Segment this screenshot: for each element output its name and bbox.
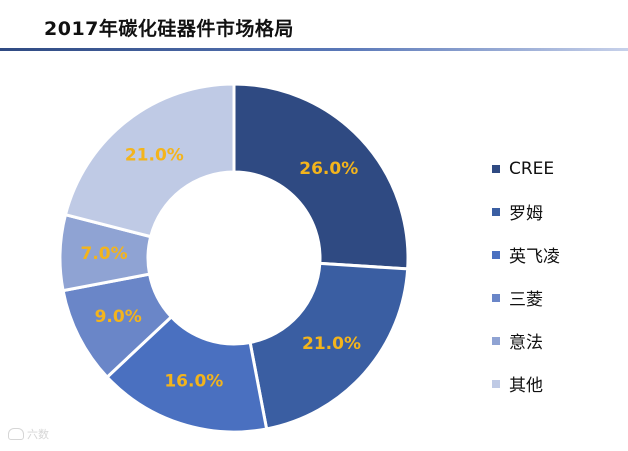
watermark-text: 六数 bbox=[27, 428, 49, 441]
legend-swatch-1 bbox=[492, 207, 500, 216]
legend-label-5: 其他 bbox=[509, 376, 543, 396]
slice-5 bbox=[63, 82, 236, 239]
slices-group bbox=[58, 82, 410, 434]
slice-label-4: 7.0% bbox=[80, 244, 127, 264]
slice-label-2: 16.0% bbox=[164, 372, 223, 392]
slice-0 bbox=[232, 82, 410, 271]
legend-label-4: 意法 bbox=[509, 333, 543, 353]
slice-label-0: 26.0% bbox=[299, 159, 358, 179]
legend-label-1: 罗姆 bbox=[509, 204, 543, 224]
title-rule bbox=[0, 48, 628, 51]
watermark-logo-icon bbox=[8, 428, 24, 440]
legend-swatch-0 bbox=[492, 164, 500, 173]
legend-item-4: 意法 bbox=[492, 319, 560, 362]
labels-group: 26.0% 21.0% 16.0% 9.0% 7.0% 21.0% bbox=[80, 145, 361, 391]
legend-swatch-5 bbox=[492, 379, 500, 388]
legend-item-1: 罗姆 bbox=[492, 190, 560, 233]
legend-label-3: 三菱 bbox=[509, 290, 543, 310]
slice-label-3: 9.0% bbox=[95, 307, 142, 327]
legend-swatch-2 bbox=[492, 250, 500, 259]
legend-item-0: CREE bbox=[492, 147, 560, 190]
slice-1 bbox=[248, 261, 410, 431]
legend: CREE 罗姆英飞凌三菱意法其他 bbox=[492, 147, 560, 405]
legend-item-2: 英飞凌 bbox=[492, 233, 560, 276]
slice-label-5: 21.0% bbox=[125, 145, 184, 165]
legend-swatch-3 bbox=[492, 293, 500, 302]
chart-title: 2017年碳化硅器件市场格局 bbox=[44, 18, 294, 40]
legend-label-2: 英飞凌 bbox=[509, 247, 560, 267]
legend-item-3: 三菱 bbox=[492, 276, 560, 319]
watermark: 六数 bbox=[8, 426, 49, 442]
legend-label-0: CREE bbox=[509, 158, 555, 179]
legend-item-5: 其他 bbox=[492, 362, 560, 405]
legend-swatch-4 bbox=[492, 336, 500, 345]
slice-label-1: 21.0% bbox=[302, 334, 361, 354]
